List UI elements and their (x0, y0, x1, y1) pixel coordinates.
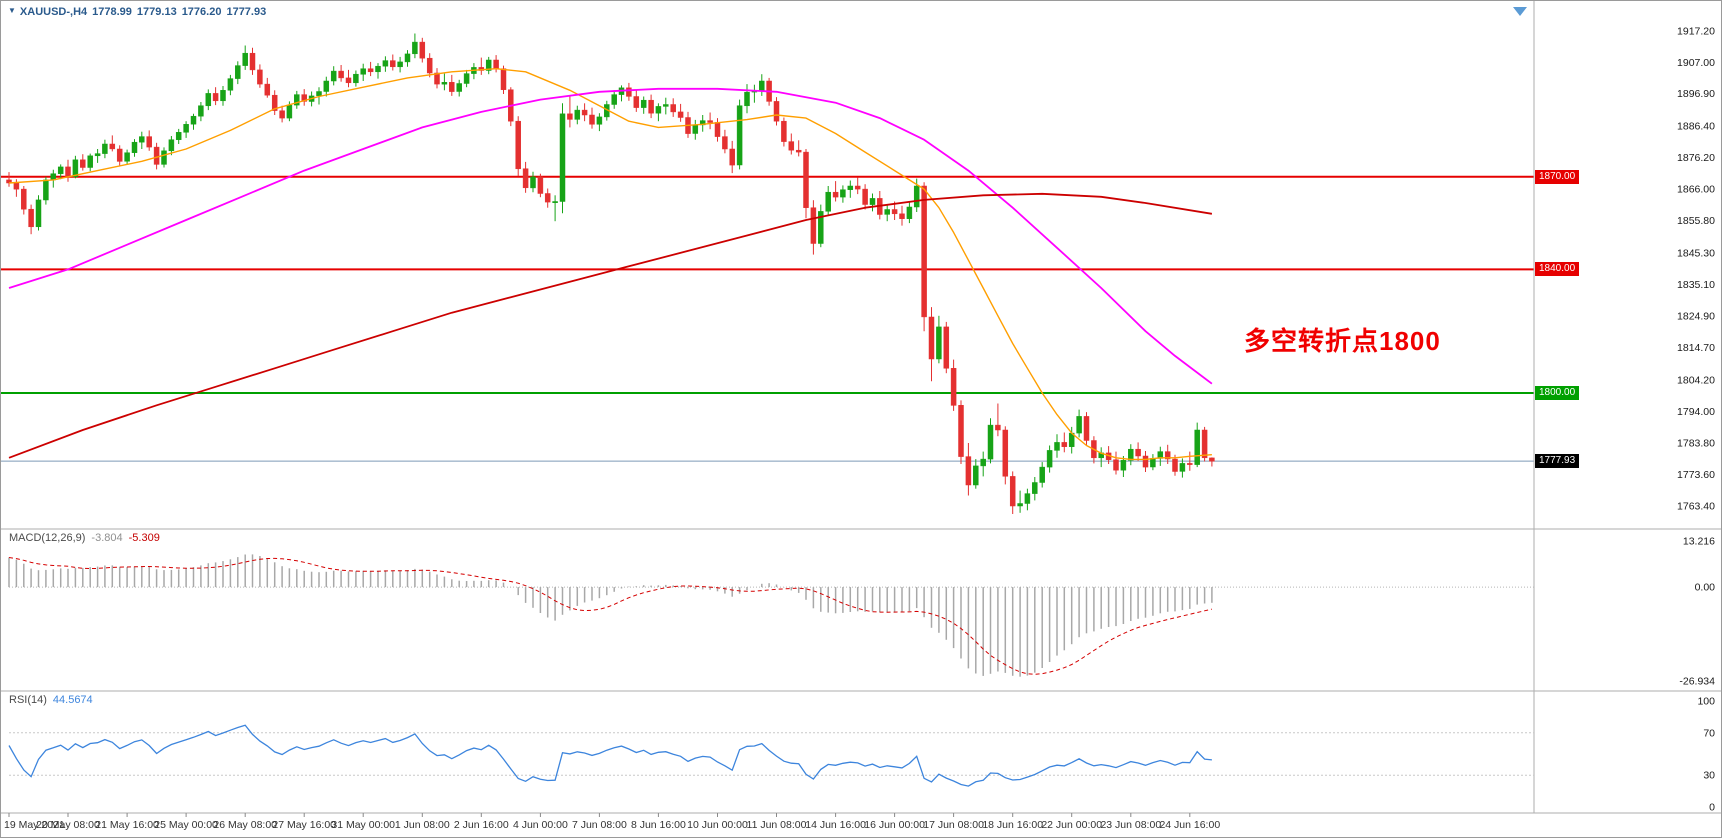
price-tick-label: 1783.80 (1677, 438, 1715, 450)
price-tick-label: 1896.90 (1677, 88, 1715, 100)
time-tick-label: 21 May 16:00 (95, 819, 159, 831)
macd-scale-label: -26.934 (1679, 676, 1715, 688)
time-tick-label: 22 Jun 00:00 (1041, 819, 1102, 831)
price-tick-label: 1824.90 (1677, 311, 1715, 323)
rsi-value: 44.5674 (52, 694, 93, 706)
ma-fast-line[interactable] (8, 67, 1212, 461)
time-tick-label: 19 May 2021 (4, 819, 65, 831)
price-tick-label: 1917.20 (1677, 26, 1715, 38)
macd-scale-label: 13.216 (1683, 536, 1715, 548)
macd-indicator-name: MACD(12,26,9) (9, 532, 86, 544)
rsi-scale-label: 70 (1703, 727, 1715, 739)
price-tick-label: 1794.00 (1677, 406, 1715, 418)
shift-marker-icon[interactable] (1513, 7, 1527, 16)
time-tick-label: 4 Jun 00:00 (513, 819, 568, 831)
time-tick-label: 24 Jun 16:00 (1159, 819, 1220, 831)
symbol-marker-icon: ▼ (8, 6, 16, 15)
time-tick-label: 11 Jun 08:00 (747, 819, 807, 831)
rsi-panel-label: RSI(14) 44.5674 (9, 694, 93, 706)
price-tick-label: 1845.30 (1677, 248, 1715, 260)
candlestick-series[interactable] (6, 33, 1215, 515)
price-tick-label: 1804.20 (1677, 375, 1715, 387)
time-tick-label: 1 Jun 08:00 (395, 819, 450, 831)
price-level-tag: 1840.00 (1535, 262, 1580, 276)
time-tick-label: 14 Jun 16:00 (805, 819, 866, 831)
ohlc-low-value: 1776.20 (181, 6, 222, 18)
price-tick-label: 1773.60 (1677, 469, 1715, 481)
time-tick-label: 7 Jun 08:00 (572, 819, 627, 831)
chart-annotation-text: 多空转折点1800 (1244, 326, 1441, 356)
current-price-tag: 1777.93 (1535, 454, 1580, 468)
time-tick-label: 27 May 16:00 (272, 819, 336, 831)
time-tick-label: 10 Jun 00:00 (687, 819, 748, 831)
price-tick-label: 1907.00 (1677, 57, 1715, 69)
rsi-scale-label: 100 (1697, 696, 1715, 708)
time-tick-label: 8 Jun 16:00 (631, 819, 686, 831)
time-tick-label: 18 Jun 16:00 (982, 819, 1043, 831)
ma-medium-line[interactable] (8, 87, 1213, 385)
price-level-tag: 1870.00 (1535, 170, 1580, 184)
macd-scale-label: 0.00 (1695, 582, 1716, 594)
rsi-line[interactable] (8, 724, 1212, 787)
macd-panel-label: MACD(12,26,9) -3.804 -5.309 (9, 532, 160, 544)
price-level-tag: 1800.00 (1535, 386, 1580, 400)
time-tick-label: 23 Jun 08:00 (1100, 819, 1161, 831)
symbol-timeframe-label: XAUUSD-,H4 (19, 6, 88, 18)
time-tick-label: 25 May 00:00 (154, 819, 218, 831)
rsi-scale-label: 0 (1709, 802, 1715, 814)
ohlc-close-value: 1777.93 (226, 6, 267, 18)
rsi-indicator-name: RSI(14) (9, 694, 47, 706)
price-tick-label: 1886.40 (1677, 121, 1715, 133)
price-tick-label: 1814.70 (1677, 342, 1715, 354)
macd-main-value: -3.804 (91, 532, 123, 544)
price-tick-label: 1855.80 (1677, 215, 1715, 227)
price-tick-label: 1763.40 (1677, 501, 1715, 513)
ohlc-open-value: 1778.99 (92, 6, 132, 18)
macd-histogram[interactable] (8, 554, 1213, 677)
rsi-scale-label: 30 (1703, 770, 1715, 782)
time-tick-label: 17 Jun 08:00 (923, 819, 984, 831)
horizontal-level-lines[interactable] (1, 175, 1534, 462)
macd-signal-value: -5.309 (128, 532, 160, 544)
price-tick-label: 1835.10 (1677, 279, 1715, 291)
price-tick-label: 1876.20 (1677, 152, 1715, 164)
time-tick-label: 26 May 08:00 (213, 819, 277, 831)
time-tick-label: 31 May 00:00 (331, 819, 395, 831)
time-tick-label: 16 Jun 00:00 (864, 819, 925, 831)
ma-slow-line[interactable] (8, 192, 1213, 459)
time-tick-label: 2 Jun 16:00 (454, 819, 509, 831)
macd-signal-line[interactable] (8, 557, 1213, 675)
time-tick-label: 20 May 08:00 (36, 819, 100, 831)
chart-ohlc-header: ▼ XAUUSD-,H4 1778.99 1779.13 1776.20 1777.93 (8, 6, 266, 18)
price-tick-label: 1866.00 (1677, 184, 1715, 196)
ohlc-high-value: 1779.13 (136, 6, 177, 18)
price-axis[interactable]: 1917.20 1907.00 1896.90 1886.40 1876.20 1866.… (1677, 26, 1715, 513)
